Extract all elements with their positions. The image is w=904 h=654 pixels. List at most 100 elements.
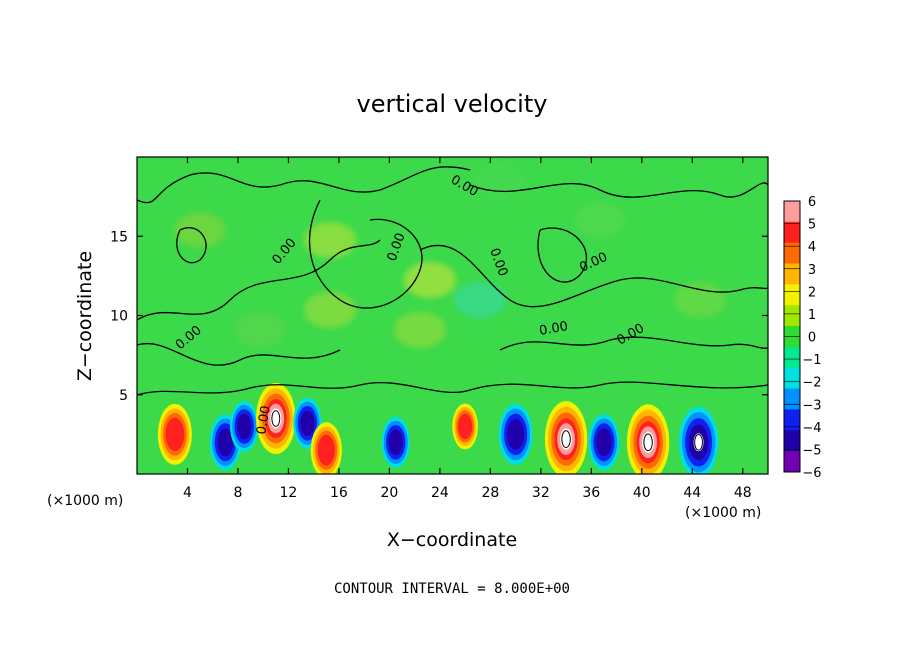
contour-line [469,182,768,198]
contour-line [137,166,471,204]
x-tick-label: 12 [280,485,298,501]
cell-ring [596,428,612,457]
contour-line [137,342,341,366]
colorbar-swatch [784,221,800,244]
colorbar-label: 5 [808,218,816,233]
field-texture [174,162,726,348]
contour-line [137,381,768,396]
chart-title: vertical velocity [357,90,548,118]
colorbar-label: 4 [808,240,816,255]
x-tick-label: 40 [633,485,651,501]
colorbar-swatch [784,263,800,285]
colorbar-swatch [784,346,800,369]
contour-line [176,227,207,264]
contour-line [537,227,587,283]
cell-ring [237,413,252,440]
colorbar-swatch [784,451,800,473]
x-tick-label: 24 [431,485,449,501]
texture-patch [454,282,506,318]
x-tick-label: 16 [330,485,348,501]
x-tick-label: 32 [532,485,550,501]
colorbar-label: −3 [802,398,821,413]
x-unit-left: (×1000 m) [47,493,123,509]
cell-core-contour [561,430,571,448]
contour-label: 0.00 [254,405,274,436]
colorbar: 6 5 4 3 2 1 0 −1 −2 −3 −4 −5 −6 [783,195,822,481]
x-tick-label: 20 [380,485,398,501]
colorbar-swatch [784,367,800,390]
colorbar-swatch [784,388,800,410]
zero-contours [137,166,768,396]
colorbar-swatch [784,430,800,452]
cell-ring [458,413,473,440]
y-axis-label: Z−coordinate [74,251,96,381]
colorbar-label: 1 [808,308,816,323]
texture-patch [394,312,446,348]
y-axis-ticks: 5 10 15 [110,229,768,404]
colorbar-label: −4 [802,421,821,436]
cell-ring [300,410,315,437]
updraft-cell [310,422,342,474]
x-axis-label: X−coordinate [387,529,517,551]
x-tick-label: 8 [233,485,242,501]
contour-line [137,239,381,321]
colorbar-label: −5 [802,443,821,458]
texture-patch [304,222,356,258]
y-tick-label: 10 [110,309,128,325]
cell-ring [317,434,335,466]
cell-core-contour [271,410,281,427]
colorbar-label: −2 [802,376,821,391]
texture-patch [404,262,456,298]
texture-patch [304,292,356,328]
texture-patch [574,202,626,238]
colorbar-label: 6 [808,195,816,210]
texture-patch [474,162,526,198]
updraft-cell [626,404,670,474]
contour-line [308,199,423,309]
x-unit-right: (×1000 m) [685,505,761,521]
colorbar-swatch [784,242,800,265]
x-tick-label: 48 [734,485,752,501]
cell-ring [507,419,525,450]
downdraft-cell [381,416,410,468]
texture-patch [234,312,286,348]
colorbar-swatch [784,305,800,327]
cell-ring [388,429,403,456]
downdraft-cell [588,414,620,471]
cell-ring [217,428,234,457]
contour-line [419,244,768,308]
colorbar-label: −1 [802,353,821,368]
cell-core-contour [643,433,653,452]
colorbar-label: 3 [808,263,816,278]
colorbar-swatch [784,409,800,431]
x-tick-label: 44 [683,485,701,501]
x-tick-label: 28 [481,485,499,501]
updraft-cell [544,401,588,474]
updraft-cell [256,383,296,455]
colorbar-label: −6 [802,466,821,481]
colorbar-label: 2 [808,285,816,300]
y-tick-label: 5 [119,388,128,404]
colorbar-swatch [784,284,800,306]
x-tick-label: 36 [582,485,600,501]
downdraft-cell [230,400,259,452]
cell-ring [693,433,704,452]
downdraft-cell [678,406,719,474]
contour-line [499,336,768,351]
x-tick-label: 4 [183,485,192,501]
updraft-cell [157,403,192,465]
cell-core-contour [694,433,704,451]
texture-patch [674,282,726,318]
colorbar-label: 0 [808,331,816,346]
velocity-cells [157,383,719,474]
contour-interval-note: CONTOUR INTERVAL = 8.000E+00 [334,581,570,597]
plot-area: 0.000.000.000.000.000.000.000.000.00 [137,157,768,474]
texture-patch [174,212,226,248]
y-tick-label: 15 [110,229,128,245]
cell-ring [165,417,185,452]
colorbar-swatch [784,201,800,223]
contour-label: 0.00 [538,319,569,339]
x-axis-ticks: 4 8 12 16 20 24 28 32 36 40 44 48 [183,157,752,501]
downdraft-cell [498,403,533,465]
